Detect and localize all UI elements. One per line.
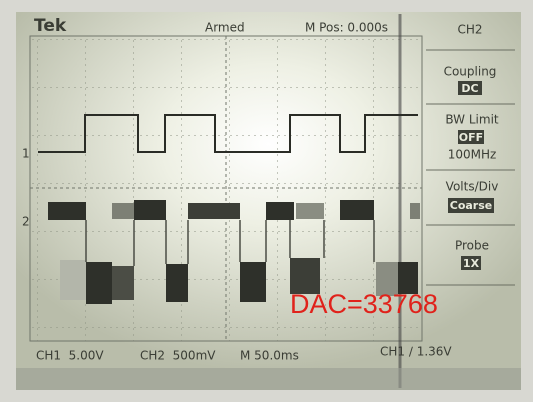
noise-band xyxy=(134,200,166,220)
timebase: M 50.0ms xyxy=(240,349,299,363)
menu-title: CH2 xyxy=(457,23,482,37)
trigger-state: Armed xyxy=(205,21,245,35)
menu-label: Coupling xyxy=(444,65,497,79)
noise-band xyxy=(166,264,188,302)
noise-band xyxy=(48,202,86,220)
oscilloscope-photo: 1 2 Tek Armed M Pos: 0.000s CH2 Coupling… xyxy=(0,0,533,402)
noise-band xyxy=(188,203,240,219)
menu-value: Coarse xyxy=(450,199,493,212)
menu-label: Volts/Div xyxy=(446,180,499,194)
annotation: DAC=33768 xyxy=(290,289,438,319)
noise-band xyxy=(86,262,112,304)
position: M Pos: 0.000s xyxy=(305,21,388,35)
menu-value: DC xyxy=(461,82,478,95)
menu-value: OFF xyxy=(459,131,483,144)
ch1-marker: 1 xyxy=(22,147,30,161)
noise-band xyxy=(240,262,266,302)
noise-band xyxy=(296,203,324,219)
menu-note: 100MHz xyxy=(448,148,497,162)
ch2-marker: 2 xyxy=(22,215,30,229)
menu-label: BW Limit xyxy=(445,113,499,127)
menu-label: Probe xyxy=(455,239,489,253)
menu-value: 1X xyxy=(463,257,480,270)
trigger-level: CH1 ∕ 1.36V xyxy=(380,345,452,359)
noise-band xyxy=(266,202,294,220)
ch2-scale: CH2 500mV xyxy=(140,349,216,363)
brand: Tek xyxy=(34,16,67,36)
noise-band xyxy=(112,266,134,300)
noise-band xyxy=(60,260,86,300)
ch1-scale: CH1 5.00V xyxy=(36,349,104,363)
lower-bezel xyxy=(16,368,521,390)
noise-band xyxy=(112,203,134,219)
noise-band xyxy=(340,200,374,220)
noise-band xyxy=(410,203,420,219)
